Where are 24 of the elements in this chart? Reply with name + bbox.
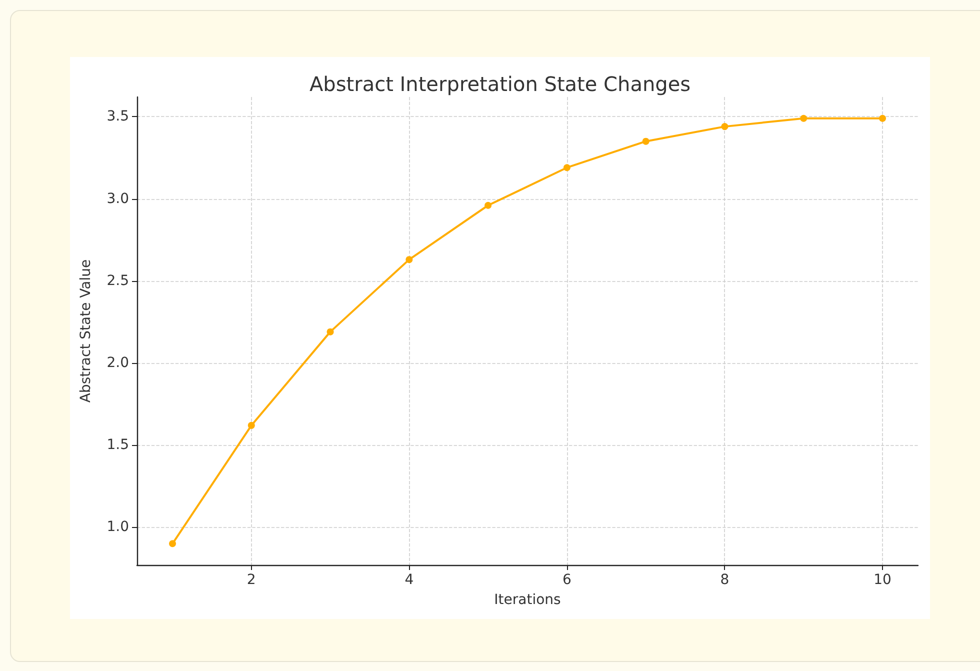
x-axis-title: Iterations bbox=[494, 592, 561, 608]
chart-title: Abstract Interpretation State Changes bbox=[309, 72, 691, 96]
x-tick-label: 10 bbox=[874, 572, 892, 588]
y-tick-label: 2.0 bbox=[106, 355, 129, 372]
point bbox=[169, 540, 176, 548]
point bbox=[406, 256, 413, 264]
y-tick-label: 3.5 bbox=[106, 108, 129, 125]
point bbox=[563, 164, 570, 172]
point bbox=[879, 114, 886, 122]
y-tick-label: 1.5 bbox=[106, 437, 129, 454]
y-tick-label: 1.0 bbox=[106, 519, 129, 536]
point bbox=[248, 422, 255, 429]
x-tick-label: 6 bbox=[562, 572, 572, 588]
point bbox=[326, 328, 334, 336]
x-tick-label: 8 bbox=[720, 572, 730, 588]
point bbox=[721, 123, 728, 130]
y-axis-title: Abstract State Value bbox=[78, 259, 94, 403]
y-tick-label: 3.0 bbox=[106, 190, 129, 207]
y-tick-label: 2.5 bbox=[106, 272, 129, 289]
point bbox=[484, 202, 492, 209]
point bbox=[800, 114, 808, 122]
x-tick-label: 2 bbox=[246, 572, 256, 588]
point bbox=[642, 138, 650, 145]
x-tick-label: 4 bbox=[404, 572, 414, 588]
